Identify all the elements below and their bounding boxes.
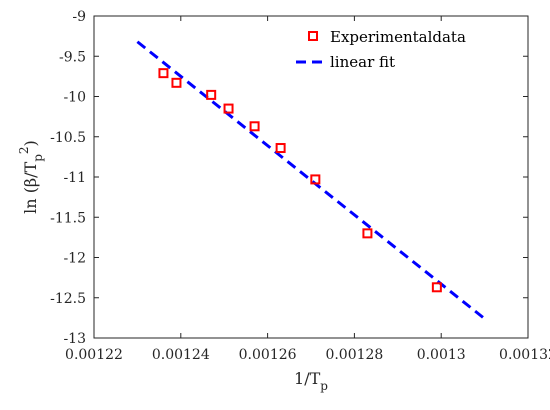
- data-point-marker: [171, 77, 182, 88]
- data-point-marker: [223, 103, 234, 114]
- data-point-marker: [158, 68, 169, 79]
- y-tick-label: -9: [72, 9, 86, 25]
- x-tick-label: 0.00128: [325, 347, 383, 363]
- plot-frame: [93, 15, 529, 339]
- y-tick-label: -13: [63, 331, 86, 347]
- legend: Experimentaldata linear fit: [296, 28, 466, 71]
- y-tick-label: -11.5: [50, 210, 86, 226]
- y-tick-label: -9.5: [59, 49, 86, 65]
- y-axis-title-sub: p: [31, 154, 45, 162]
- data-point-marker: [362, 228, 373, 239]
- x-axis-title-sub: p: [320, 379, 328, 393]
- y-tick-label: -11: [63, 170, 86, 186]
- y-tick-label: -10.5: [50, 130, 86, 146]
- x-axis-title: 1/Tp: [294, 369, 328, 393]
- x-axis-title-main: 1/T: [294, 369, 321, 388]
- linear-fit-line: [136, 40, 486, 320]
- y-tick-label: -12: [63, 251, 86, 267]
- y-axis-title: ln (β/Tp2): [17, 140, 45, 214]
- tick-labels: 0.00122 0.00124 0.00126 0.00128 0.0013 0.0013…: [50, 9, 550, 363]
- x-tick-label: 0.00126: [239, 347, 297, 363]
- legend-marker-experimental: [308, 31, 318, 41]
- data-point-marker: [431, 282, 442, 293]
- legend-label-linear-fit: linear fit: [330, 53, 395, 71]
- data-point-marker: [275, 143, 286, 154]
- data-point-marker: [206, 89, 217, 100]
- x-tick-label: 0.00124: [152, 347, 210, 363]
- data-point-marker: [310, 174, 321, 185]
- y-axis-title-sup: 2: [17, 146, 31, 154]
- series-layer: [136, 40, 486, 320]
- legend-label-experimental: Experimentaldata: [330, 28, 466, 46]
- y-axis-title-main: ln (β/T: [21, 161, 40, 213]
- y-tick-label: -10: [63, 90, 86, 106]
- y-tick-label: -12.5: [50, 291, 86, 307]
- x-tick-label: 0.00132: [499, 347, 550, 363]
- x-tick-label: 0.0013: [417, 347, 466, 363]
- x-tick-label: 0.00122: [65, 347, 123, 363]
- data-point-marker: [249, 121, 260, 132]
- y-axis-title-close: ): [21, 140, 40, 146]
